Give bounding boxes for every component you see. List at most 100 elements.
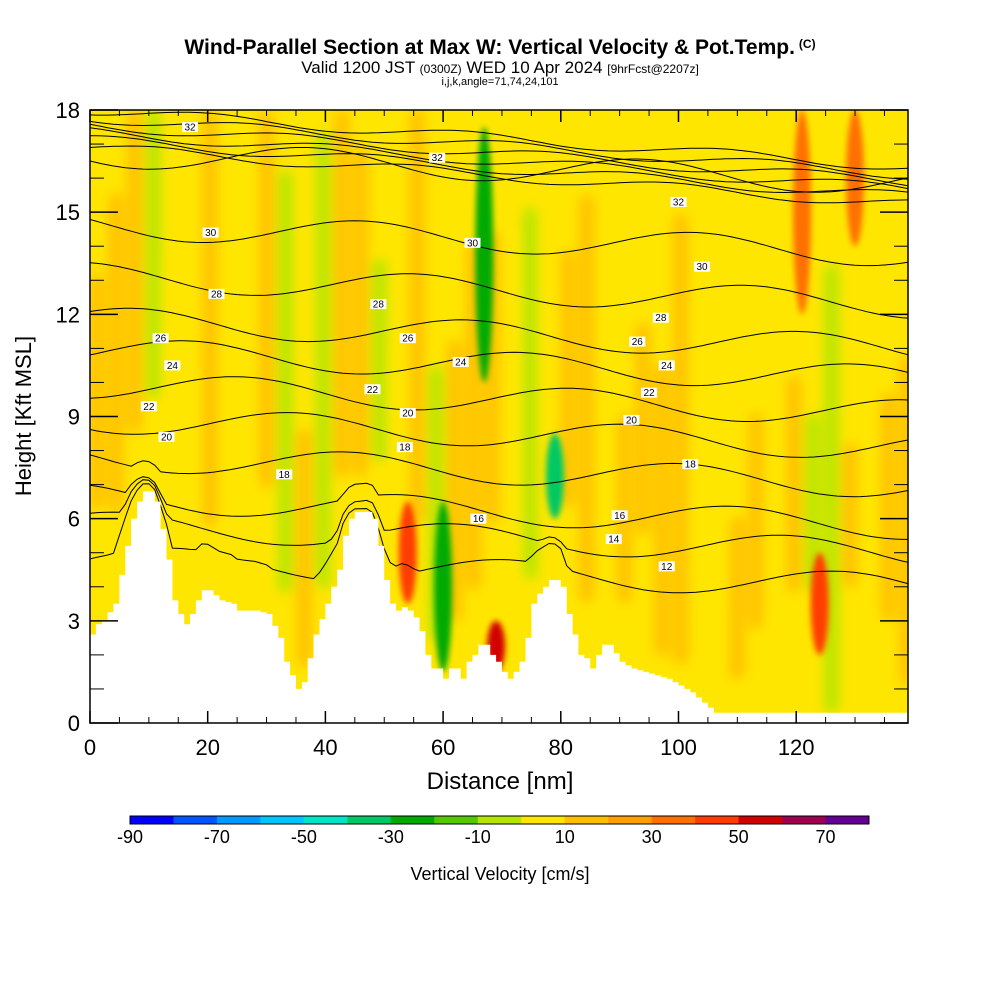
theta-contours (90, 111, 908, 594)
colorbar-swatch (477, 816, 522, 824)
y-tick-label: 15 (56, 200, 80, 225)
colorbar-swatch (173, 816, 218, 824)
contour-label-text: 18 (279, 470, 291, 481)
colorbar-swatch (695, 816, 740, 824)
colorbar-swatch (608, 816, 653, 824)
contour-label: 18 (682, 459, 699, 471)
velocity-streak (843, 443, 858, 588)
colorbar-swatch (825, 816, 870, 824)
contour-label-bg (658, 561, 675, 572)
velocity-streak (410, 110, 425, 523)
contour-label: 30 (202, 227, 219, 239)
contour-label: 24 (452, 357, 469, 369)
velocity-streak (617, 414, 632, 603)
contour-label-text: 32 (673, 197, 685, 208)
velocity-core (793, 110, 812, 315)
contour-label-text: 20 (626, 415, 638, 426)
colorbar-tick-label: 30 (642, 827, 662, 847)
velocity-streak (636, 323, 651, 535)
contour-label-bg (641, 387, 658, 398)
chart-title: Wind-Parallel Section at Max W: Vertical… (184, 36, 816, 59)
velocity-streak (598, 220, 613, 636)
contour-label-bg (370, 299, 387, 310)
velocity-streak (221, 273, 236, 585)
velocity-streak (447, 340, 462, 621)
y-tick-label: 0 (68, 711, 80, 736)
theta-contour-upper (90, 111, 908, 170)
velocity-streak (240, 161, 255, 517)
velocity-streak (146, 110, 161, 399)
terrain-fill (90, 491, 914, 723)
contour-label-bg (208, 288, 225, 299)
theta-contour-upper (90, 145, 908, 204)
contour-label-bg (202, 227, 219, 238)
velocity-streak (824, 265, 839, 713)
velocity-streak (278, 170, 293, 593)
contour-label-text: 30 (696, 262, 708, 273)
velocity-streak (372, 259, 387, 462)
velocity-streak (353, 148, 368, 476)
colorbar-swatch (782, 816, 827, 824)
y-tick-label: 9 (68, 405, 80, 430)
contour-label-bg (182, 122, 199, 133)
contour-label-bg (464, 237, 481, 248)
velocity-streak (297, 429, 312, 667)
contour-label-text: 24 (167, 361, 179, 372)
y-tick-label: 18 (56, 98, 80, 123)
theta-contour-26 (90, 307, 908, 356)
contour-label-bg (452, 357, 469, 368)
velocity-streak (165, 256, 180, 521)
theta-contour-upper (90, 127, 908, 190)
contour-label: 32 (182, 122, 199, 134)
velocity-streak (259, 110, 274, 488)
velocity-streak (749, 413, 764, 629)
velocity-core (398, 501, 417, 604)
contour-label-bg (694, 261, 711, 272)
contour-label: 22 (641, 387, 658, 399)
contour-label: 26 (399, 333, 416, 345)
colorbar-swatch (521, 816, 566, 824)
x-tick-label: 40 (313, 735, 337, 760)
contour-label: 28 (652, 312, 669, 324)
velocity-streak (560, 251, 575, 507)
valid-date: WED 10 Apr 2024 (466, 58, 603, 77)
contour-label: 20 (399, 408, 416, 420)
y-axis-label: Height [Kft MSL] (11, 335, 36, 497)
contour-label-text: 14 (608, 535, 620, 546)
contour-label-bg (670, 196, 687, 207)
theta-contour-28 (90, 262, 908, 319)
chart-subtitle: Valid 1200 JST (0300Z) WED 10 Apr 2024 [… (0, 59, 1000, 78)
contour-label-text: 30 (205, 228, 217, 239)
velocity-streak (899, 355, 908, 685)
valid-utc: (0300Z) (419, 62, 462, 76)
contour-label-text: 22 (367, 385, 379, 396)
contour-label-bg (152, 333, 169, 344)
velocity-streak (711, 377, 726, 608)
theta-contour-22 (90, 376, 908, 422)
contour-label-bg (470, 513, 487, 524)
contour-label-text: 16 (614, 511, 626, 522)
colorbar-swatch (738, 816, 783, 824)
y-tick-label: 6 (68, 507, 80, 532)
contour-label: 16 (611, 510, 628, 522)
contour-label-text: 30 (467, 238, 479, 249)
contour-label: 18 (396, 442, 413, 454)
contour-label-bg (605, 534, 622, 545)
contour-label: 16 (470, 513, 487, 525)
contour-label-text: 16 (473, 514, 485, 525)
theta-contour-24 (90, 340, 908, 387)
section-params: i,j,k,angle=71,74,24,101 (441, 76, 559, 88)
contour-label: 26 (629, 336, 646, 348)
theta-contour-16 (90, 476, 908, 540)
contour-label-bg (399, 408, 416, 419)
x-tick-label: 80 (549, 735, 573, 760)
contour-label: 14 (605, 534, 622, 546)
velocity-streak (127, 110, 142, 433)
velocity-core (810, 552, 829, 655)
contour-label: 32 (429, 152, 446, 164)
contour-label-bg (429, 152, 446, 163)
contour-label: 22 (140, 401, 157, 413)
contour-label-bg (164, 360, 181, 371)
colorbar-tick-label: -70 (204, 827, 230, 847)
velocity-streak (767, 275, 782, 647)
